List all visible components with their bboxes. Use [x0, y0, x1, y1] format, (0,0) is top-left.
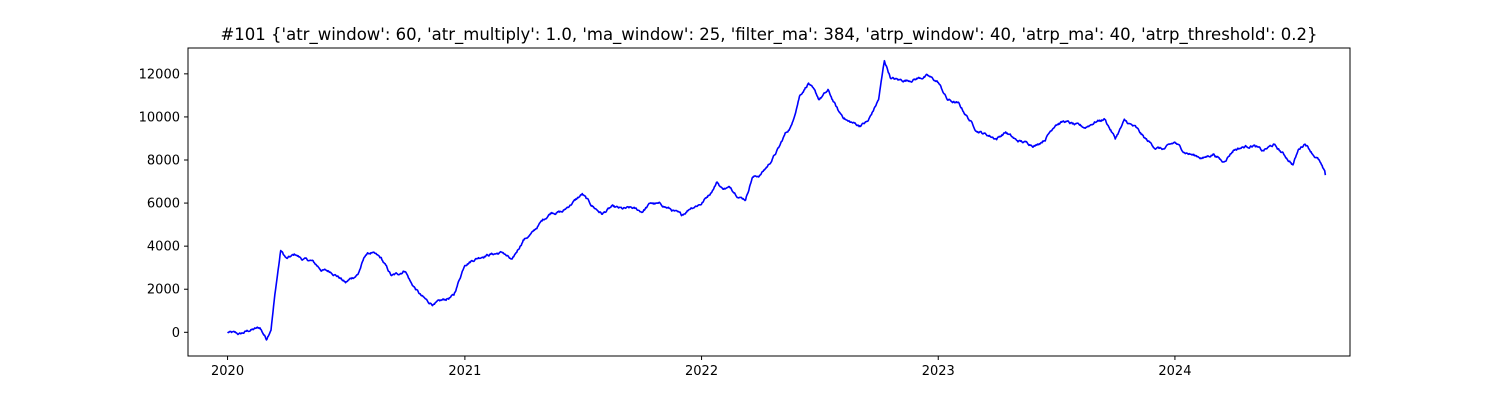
equity-series-line	[227, 59, 1327, 341]
y-tick-label: 12000	[139, 67, 180, 82]
y-axis: 0 2000 4000 6000 8000 10000 12000	[139, 67, 188, 341]
series-layer	[227, 59, 1327, 341]
x-tick-label: 2023	[922, 364, 955, 379]
y-tick-label: 8000	[147, 154, 180, 169]
x-axis: 2020 2021 2022 2023 2024	[211, 356, 1191, 379]
x-tick-label: 2022	[685, 364, 718, 379]
y-tick-label: 6000	[147, 197, 180, 212]
plot-area-frame	[187, 47, 1351, 357]
x-tick-label: 2021	[448, 364, 481, 379]
chart-title: #101 {'atr_window': 60, 'atr_multiply': …	[220, 25, 1317, 45]
x-tick-label: 2024	[1158, 364, 1191, 379]
y-tick-label: 0	[172, 326, 180, 341]
y-tick-label: 2000	[147, 283, 180, 298]
y-tick-label: 10000	[139, 110, 180, 125]
y-tick-label: 4000	[147, 240, 180, 255]
x-tick-label: 2020	[211, 364, 244, 379]
